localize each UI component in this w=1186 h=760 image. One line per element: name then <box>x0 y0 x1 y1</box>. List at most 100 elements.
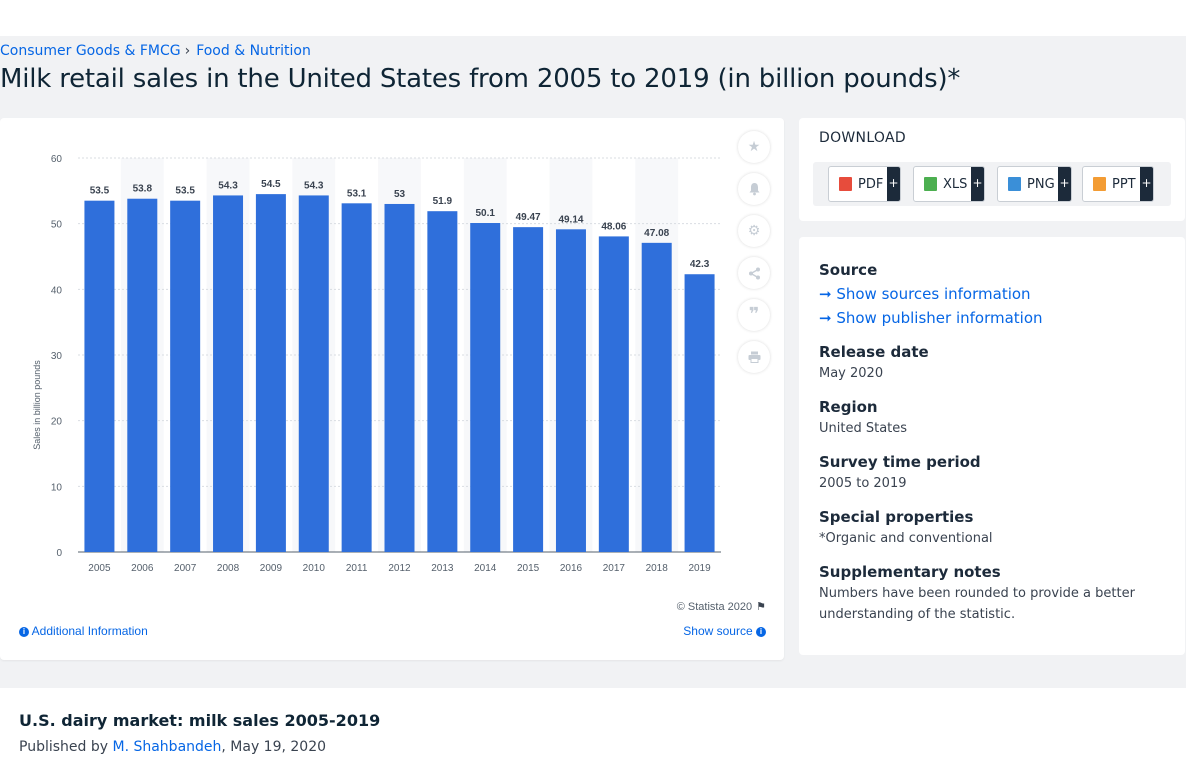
print-button[interactable] <box>738 341 770 373</box>
source-heading: Source <box>819 261 878 279</box>
download-panel: DOWNLOAD PDF + XLS + PNG + PPT + <box>799 118 1185 221</box>
show-publisher-link[interactable]: ➞ Show publisher information <box>819 309 1043 327</box>
region-heading: Region <box>819 398 878 416</box>
bar <box>598 236 629 552</box>
bar <box>641 242 672 552</box>
data-label: 48.06 <box>601 221 626 232</box>
special-properties-heading: Special properties <box>819 508 974 526</box>
x-tick-label: 2013 <box>431 563 454 574</box>
download-pdf-button[interactable]: PDF + <box>828 166 901 202</box>
download-xls-label: XLS <box>943 176 968 192</box>
additional-information-link[interactable]: i Additional Information <box>19 624 148 638</box>
breadcrumb-separator: › <box>184 43 191 59</box>
xls-file-icon <box>924 177 937 191</box>
published-by-label: Published by <box>19 739 109 755</box>
data-label: 53.5 <box>90 186 110 197</box>
bar <box>513 227 544 552</box>
data-label: 53.5 <box>175 186 195 197</box>
y-tick-label: 60 <box>51 154 63 165</box>
bar <box>213 195 244 552</box>
x-tick-label: 2009 <box>260 563 283 574</box>
breadcrumb: Consumer Goods & FMCG › Food & Nutrition <box>0 43 311 59</box>
supplementary-notes-value: Numbers have been rounded to provide a b… <box>819 586 1135 622</box>
data-label: 53 <box>394 189 406 200</box>
bell-icon <box>749 183 759 196</box>
data-label: 49.47 <box>516 212 541 223</box>
download-pdf-label: PDF <box>858 176 884 192</box>
y-tick-label: 20 <box>51 417 63 428</box>
y-tick-label: 10 <box>51 482 63 493</box>
author-link[interactable]: M. Shahbandeh <box>112 739 222 755</box>
copyright-notice: © Statista 2020 ⚑ <box>677 600 766 613</box>
notification-button[interactable] <box>738 173 770 205</box>
share-button[interactable] <box>738 257 770 289</box>
page-title: Milk retail sales in the United States f… <box>0 64 961 94</box>
bar <box>341 203 372 552</box>
x-tick-label: 2016 <box>560 563 583 574</box>
plus-icon: + <box>1140 167 1153 201</box>
bar <box>470 223 501 552</box>
chart-actions: ★ ⚙ ❞ <box>738 131 772 383</box>
data-label: 53.8 <box>133 184 153 195</box>
data-label: 54.5 <box>261 179 281 190</box>
supplementary-notes-heading: Supplementary notes <box>819 563 1001 581</box>
settings-button[interactable]: ⚙ <box>738 215 770 247</box>
bar <box>255 194 286 552</box>
x-tick-label: 2011 <box>346 563 368 574</box>
share-icon <box>748 267 760 279</box>
arrow-right-icon: ➞ <box>819 285 837 303</box>
article-byline: Published by M. Shahbandeh, May 19, 2020 <box>19 739 326 755</box>
data-label: 50.1 <box>475 208 495 219</box>
pdf-file-icon <box>839 177 852 191</box>
ppt-file-icon <box>1093 177 1106 191</box>
show-source-label: Show source <box>683 624 753 638</box>
data-label: 49.14 <box>558 214 583 225</box>
x-tick-label: 2018 <box>646 563 669 574</box>
download-ppt-button[interactable]: PPT + <box>1082 166 1154 202</box>
png-file-icon <box>1008 177 1021 191</box>
download-buttons: PDF + XLS + PNG + PPT + <box>813 162 1171 206</box>
bar <box>427 211 458 552</box>
show-source-link[interactable]: Show source i <box>683 624 766 638</box>
y-tick-label: 0 <box>56 548 62 559</box>
download-png-button[interactable]: PNG + <box>997 166 1072 202</box>
bar <box>684 274 715 552</box>
bar <box>127 198 158 553</box>
plus-icon: + <box>887 167 900 201</box>
chart-card: 0 10 20 30 40 50 60 53.5 2005 53.8 2006 53.5 2007 54.… <box>0 118 784 660</box>
data-label: 47.08 <box>644 228 669 239</box>
bar <box>555 229 586 552</box>
y-tick-label: 30 <box>51 351 63 362</box>
copyright-text: © Statista 2020 <box>676 601 753 613</box>
arrow-right-icon: ➞ <box>819 309 837 327</box>
plus-icon: + <box>971 167 984 201</box>
release-date-heading: Release date <box>819 343 929 361</box>
bar <box>298 195 329 552</box>
data-label: 42.3 <box>690 259 710 270</box>
x-tick-label: 2005 <box>88 563 111 574</box>
cite-button[interactable]: ❞ <box>738 299 770 331</box>
flag-icon[interactable]: ⚑ <box>756 601 766 613</box>
show-sources-link[interactable]: ➞ Show sources information <box>819 285 1031 303</box>
bar <box>384 203 415 552</box>
y-tick-label: 50 <box>51 220 63 231</box>
favorite-button[interactable]: ★ <box>738 131 770 163</box>
breadcrumb-consumer-goods[interactable]: Consumer Goods & FMCG <box>0 43 181 59</box>
x-tick-label: 2015 <box>517 563 540 574</box>
bar <box>84 200 115 552</box>
download-png-label: PNG <box>1027 176 1055 192</box>
download-ppt-label: PPT <box>1112 176 1136 192</box>
download-xls-button[interactable]: XLS + <box>913 166 985 202</box>
survey-period-heading: Survey time period <box>819 453 981 471</box>
x-tick-label: 2017 <box>603 563 626 574</box>
bar-chart: 0 10 20 30 40 50 60 53.5 2005 53.8 2006 53.5 2007 54.… <box>32 154 721 574</box>
bar <box>170 200 201 552</box>
region-value: United States <box>819 421 908 436</box>
additional-information-label: Additional Information <box>31 624 148 638</box>
x-tick-label: 2014 <box>474 563 497 574</box>
x-tick-label: 2010 <box>303 563 326 574</box>
download-title: DOWNLOAD <box>819 130 906 146</box>
info-icon: i <box>19 626 29 637</box>
x-tick-label: 2012 <box>388 563 411 574</box>
breadcrumb-food-nutrition[interactable]: Food & Nutrition <box>196 43 311 59</box>
